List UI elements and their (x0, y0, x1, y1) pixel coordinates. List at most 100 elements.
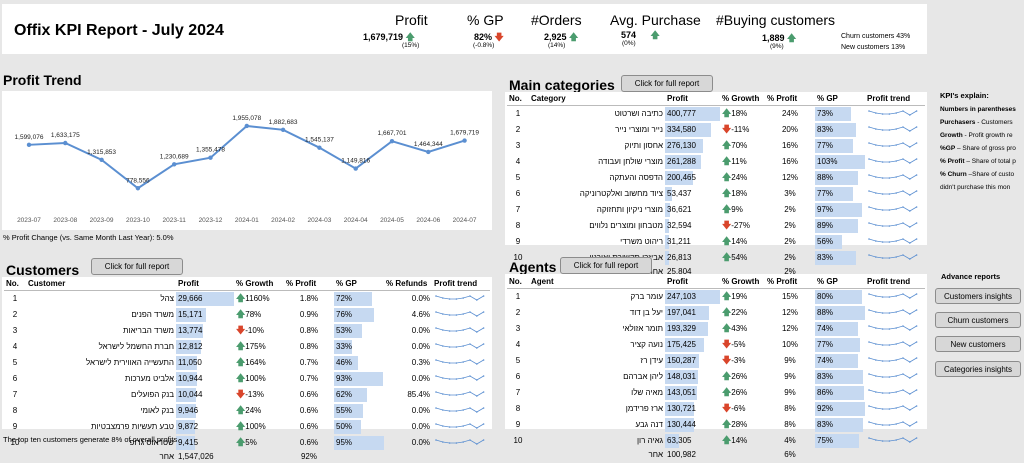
sparkline (868, 221, 918, 228)
gp-bar (815, 170, 858, 185)
growth-value: 14% (731, 236, 748, 246)
pct-profit-value: 0.6% (299, 390, 319, 399)
kpi-sub: (-0.8%) (473, 42, 495, 49)
sparkline (868, 388, 918, 395)
explain-line: Numbers in parentheses (940, 106, 1016, 113)
col-gp: % GP (815, 93, 865, 106)
kpi-label: Avg. Purchase (610, 12, 701, 28)
row-number: 9 (515, 237, 521, 246)
kpi-label: #Orders (531, 12, 582, 28)
profit-cell: 276,130 (665, 138, 720, 154)
profit-value: 1,547,026 (178, 452, 214, 461)
kpi-sub: (9%) (770, 43, 784, 50)
data-point (426, 149, 431, 155)
trend-cell (865, 337, 925, 353)
row-name: משרד הפנים (131, 310, 174, 319)
table-row: 1 כתיבה ושרטוט 400,777 🡅18% 24% 73% (507, 105, 925, 122)
row-number: 8 (515, 221, 521, 230)
growth-value: 9% (731, 204, 743, 214)
new-customers: New customers 13% (841, 44, 906, 51)
arrow-down-icon: 🡇 (722, 338, 732, 349)
data-label: 1,464,344 (414, 141, 443, 148)
gp-value: 80% (817, 292, 834, 301)
gp-value: 86% (817, 388, 834, 397)
pct-profit-value: 1.8% (299, 294, 319, 303)
profit-bar (176, 323, 203, 338)
col-profit: Profit (665, 276, 720, 289)
customers-insights-button[interactable]: Customers insights (935, 288, 1021, 304)
profit-value: 9,415 (178, 438, 199, 447)
col-pct-profit: % Profit (284, 278, 334, 291)
pct-profit-value: 24% (781, 109, 798, 118)
arrow-up-icon: 🡅 (236, 420, 246, 431)
profit-value: 148,031 (667, 372, 696, 381)
gp-cell: 76% (334, 307, 384, 323)
growth-value: 18% (731, 188, 748, 198)
trend-cell (865, 385, 925, 401)
pct-profit-value: 0.6% (299, 422, 319, 431)
arrow-up-icon: 🡅 (236, 340, 246, 351)
growth-value: 54% (731, 252, 748, 262)
growth-value: 18% (731, 108, 748, 118)
agents-full-report-button[interactable]: Click for full report (560, 257, 652, 274)
customers-body: 1 צהל 29,666 🡅1160% 1.8% 72% 0.0% 2 משרד הפנים 15… (4, 290, 490, 463)
gp-cell: 50% (334, 419, 384, 435)
gp-cell: 77% (815, 186, 865, 202)
profit-cell: 32,594 (665, 218, 720, 234)
arrow-down-icon: 🡇 (236, 388, 246, 399)
gp-value: 89% (817, 221, 834, 230)
agents-title: Agents (509, 259, 557, 275)
arrow-down-icon: 🡇 (722, 123, 732, 134)
x-tick-label: 2023-10 (126, 217, 150, 224)
x-tick-label: 2023-12 (199, 217, 223, 224)
table-row: 5 הדפסה והעתקה 200,465 🡅24% 12% 88% (507, 170, 925, 186)
customers-table: No. Customer Profit % Growth % Profit % … (4, 278, 490, 463)
categories-insights-button[interactable]: Categories insights (935, 361, 1021, 377)
profit-value: 11,050 (178, 358, 202, 367)
row-number: 10 (513, 436, 523, 445)
row-number: 1 (12, 294, 18, 303)
profit-cell: 200,465 (665, 170, 720, 186)
profit-cell: 12,812 (176, 339, 234, 355)
explain-term: Numbers in parentheses (940, 106, 1016, 113)
churn-customers-button[interactable]: Churn customers (935, 312, 1021, 328)
trend-cell (865, 401, 925, 417)
pct-profit-value: 9% (784, 388, 796, 397)
x-tick-label: 2024-01 (235, 217, 259, 224)
growth-cell: 🡅43% (720, 321, 765, 337)
growth-value: -5% (731, 339, 746, 349)
profit-value: 29,666 (178, 294, 203, 303)
growth-cell: 🡇-11% (720, 122, 765, 138)
gp-value: 62% (336, 390, 353, 399)
sparkline (868, 372, 918, 379)
row-name: כתיבה ושרטוט (614, 109, 663, 118)
profit-bar (176, 403, 196, 418)
table-row: 6 ציוד מחשוב ואלקטרוניקה 53,437 🡅18% 3% 77% (507, 186, 925, 202)
gp-bar (815, 202, 862, 217)
gp-cell: 80% (815, 288, 865, 305)
row-number: 4 (12, 342, 18, 351)
profit-cell: 130,721 (665, 401, 720, 417)
trend-cell (865, 138, 925, 154)
profit-bar (665, 321, 708, 336)
row-name: נייר ומוצרי נייר (615, 125, 663, 134)
customers-full-report-button[interactable]: Click for full report (91, 258, 183, 275)
kpi-sub: (0%) (622, 40, 636, 47)
sparkline (868, 205, 918, 212)
gp-value: 93% (336, 374, 353, 383)
pct-profit-value: 2% (784, 221, 796, 230)
col-growth: % Growth (720, 93, 765, 106)
profit-bar (665, 234, 670, 249)
new-customers-button[interactable]: New customers (935, 336, 1021, 352)
categories-full-report-button[interactable]: Click for full report (621, 75, 713, 92)
row-number: 5 (12, 358, 18, 367)
gp-value: 83% (817, 420, 834, 429)
arrow-up-icon: 🡅 (650, 30, 660, 40)
pct-profit-value: 4% (784, 436, 796, 445)
sparkline (868, 324, 918, 331)
profit-value: 130,721 (667, 404, 696, 413)
arrow-up-icon: 🡅 (722, 107, 732, 118)
row-number: 1 (515, 292, 521, 301)
profit-value: 32,594 (667, 221, 692, 230)
data-point (26, 142, 32, 148)
